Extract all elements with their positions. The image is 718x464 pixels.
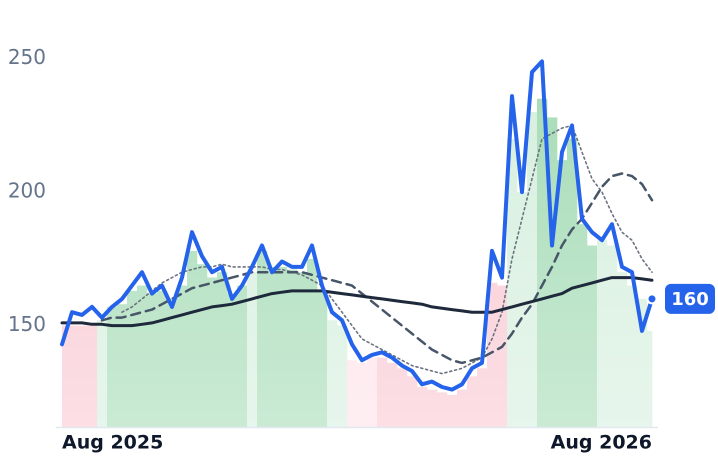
- value-badge: [665, 283, 715, 314]
- labels: 150 200 250 Aug 2025 Aug 2026 160: [8, 45, 715, 454]
- x-tick-label: Aug 2026: [551, 432, 652, 454]
- y-tick-label: 200: [8, 179, 46, 203]
- y-tick-label: 150: [8, 312, 46, 336]
- lines: [60, 59, 654, 392]
- series-line: [60, 59, 654, 392]
- last-point: [646, 293, 658, 305]
- y-tick-label: 250: [8, 45, 46, 69]
- series-line: [60, 276, 654, 328]
- x-tick-label: Aug 2025: [62, 432, 163, 454]
- series-line: [100, 172, 654, 365]
- bar-fade: [56, 0, 658, 427]
- value-badge-label: 160: [671, 289, 709, 310]
